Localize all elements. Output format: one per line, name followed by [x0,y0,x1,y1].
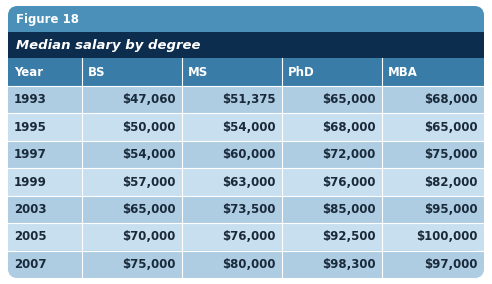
Text: $85,000: $85,000 [322,203,376,216]
Text: $73,500: $73,500 [222,203,276,216]
Text: MS: MS [188,66,208,78]
Text: $76,000: $76,000 [322,176,376,189]
Text: $70,000: $70,000 [123,230,176,243]
Bar [8,250,484,264]
Text: BS: BS [88,66,105,78]
Text: $50,000: $50,000 [122,121,176,134]
Text: $60,000: $60,000 [222,148,276,161]
Text: 1995: 1995 [14,121,47,134]
Text: $51,375: $51,375 [222,93,276,106]
Text: $95,000: $95,000 [425,203,478,216]
Bar [8,19,484,32]
Text: $47,060: $47,060 [122,93,176,106]
Text: $75,000: $75,000 [122,258,176,271]
FancyBboxPatch shape [8,6,484,278]
Text: 2003: 2003 [14,203,47,216]
Text: $75,000: $75,000 [425,148,478,161]
Text: $82,000: $82,000 [425,176,478,189]
Bar [8,86,484,113]
Text: $76,000: $76,000 [222,230,276,243]
Text: $97,000: $97,000 [425,258,478,271]
Text: $92,500: $92,500 [322,230,376,243]
Text: $68,000: $68,000 [425,93,478,106]
FancyBboxPatch shape [8,6,484,32]
Text: $80,000: $80,000 [222,258,276,271]
Text: $54,000: $54,000 [122,148,176,161]
Text: $65,000: $65,000 [322,93,376,106]
Text: 1999: 1999 [14,176,47,189]
Text: 1997: 1997 [14,148,47,161]
Text: $57,000: $57,000 [122,176,176,189]
Text: $98,300: $98,300 [322,258,376,271]
Text: $54,000: $54,000 [222,121,276,134]
Text: 1993: 1993 [14,93,47,106]
Bar [8,141,484,168]
Text: $65,000: $65,000 [425,121,478,134]
Text: 2005: 2005 [14,230,47,243]
Text: MBA: MBA [388,66,418,78]
Bar [8,223,484,250]
Text: 2007: 2007 [14,258,47,271]
Bar [8,168,484,196]
Bar [8,196,484,223]
Text: PhD: PhD [288,66,314,78]
FancyBboxPatch shape [8,250,484,278]
Text: $65,000: $65,000 [122,203,176,216]
Text: $100,000: $100,000 [417,230,478,243]
Text: Year: Year [14,66,43,78]
Bar [8,58,484,86]
Text: $63,000: $63,000 [222,176,276,189]
Text: Median salary by degree: Median salary by degree [16,39,201,51]
Bar [8,113,484,141]
Bar [8,32,484,58]
Text: $72,000: $72,000 [322,148,376,161]
Text: Figure 18: Figure 18 [16,12,79,26]
Text: $68,000: $68,000 [322,121,376,134]
